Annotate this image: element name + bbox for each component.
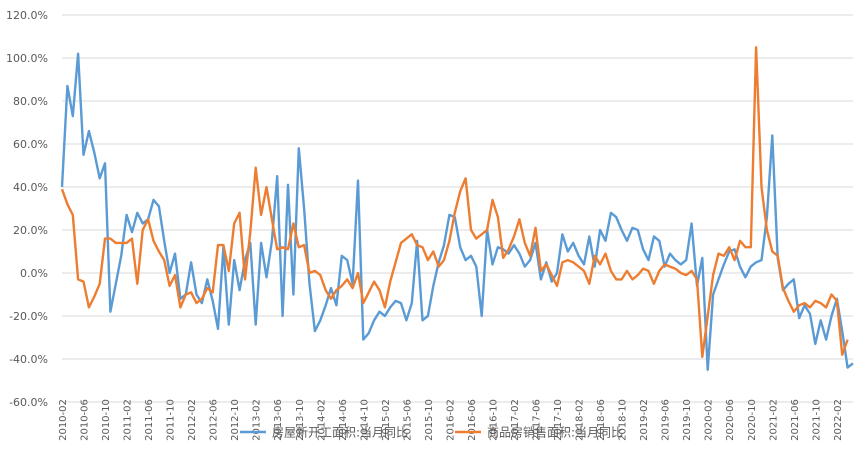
x-tick-label: 2013-06 xyxy=(273,399,284,441)
x-tick-label: 2011-10 xyxy=(166,399,177,441)
x-tick-label: 2018-10 xyxy=(618,399,629,441)
legend: 房屋新开工面积:当月同比 商品房销售面积:当月同比 xyxy=(240,425,623,440)
x-tick-label: 2021-06 xyxy=(790,399,801,441)
y-tick-label: 120.0% xyxy=(6,9,48,22)
x-tick-label: 2011-02 xyxy=(123,399,134,441)
x-tick-label: 2010-02 xyxy=(58,399,69,441)
x-tick-label: 2016-02 xyxy=(445,399,456,441)
x-tick-label: 2011-06 xyxy=(144,399,155,441)
x-tick-label: 2017-10 xyxy=(553,399,564,441)
x-tick-label: 2016-06 xyxy=(467,399,478,441)
x-tick-label: 2019-10 xyxy=(682,399,693,441)
x-tick-label: 2014-06 xyxy=(338,399,349,441)
x-tick-label: 2020-06 xyxy=(725,399,736,441)
x-tick-label: 2013-10 xyxy=(295,399,306,441)
x-tick-label: 2010-06 xyxy=(80,399,91,441)
y-tick-label: -40.0% xyxy=(9,353,48,366)
x-tick-label: 2014-10 xyxy=(359,399,370,441)
x-tick-label: 2015-06 xyxy=(402,399,413,441)
x-tick-label: 2018-06 xyxy=(596,399,607,441)
x-tick-label: 2018-02 xyxy=(575,399,586,441)
gridlines xyxy=(62,14,853,403)
x-tick-label: 2017-06 xyxy=(532,399,543,441)
x-tick-label: 2015-10 xyxy=(424,399,435,441)
x-tick-label: 2020-02 xyxy=(704,399,715,441)
legend-label-1: 商品房销售面积:当月同比 xyxy=(487,425,623,440)
x-tick-label: 2010-10 xyxy=(101,399,112,441)
x-tick-label: 2013-02 xyxy=(252,399,263,441)
x-tick-label: 2019-02 xyxy=(639,399,650,441)
x-tick-label: 2012-10 xyxy=(230,399,241,441)
y-tick-label: 80.0% xyxy=(13,95,48,108)
x-axis-tick-labels: 2010-02 2010-06 2010-10 2011-02 2011-06 2011-… xyxy=(58,399,844,441)
y-tick-label: 100.0% xyxy=(6,52,48,65)
x-tick-label: 2015-02 xyxy=(381,399,392,441)
x-tick-label: 2020-10 xyxy=(747,399,758,441)
x-tick-label: 2016-10 xyxy=(488,399,499,441)
x-tick-label: 2021-10 xyxy=(811,399,822,441)
series-lines xyxy=(60,46,854,371)
x-tick-label: 2012-06 xyxy=(209,399,220,441)
y-tick-label: -60.0% xyxy=(9,396,48,409)
x-tick-label: 2012-02 xyxy=(187,399,198,441)
x-tick-label: 2021-02 xyxy=(768,399,779,441)
y-tick-label: 20.0% xyxy=(13,224,48,237)
y-axis-tick-labels: -60.0% -40.0% -20.0% 0.0% 20.0% 40.0% 60.0% 80.… xyxy=(6,9,48,409)
y-tick-label: 0.0% xyxy=(20,267,48,280)
x-tick-label: 2017-02 xyxy=(510,399,521,441)
x-tick-label: 2019-06 xyxy=(661,399,672,441)
series-line-1 xyxy=(60,46,849,359)
y-tick-label: -20.0% xyxy=(9,310,48,323)
y-tick-label: 60.0% xyxy=(13,138,48,151)
x-tick-label: 2014-02 xyxy=(316,399,327,441)
legend-label-0: 房屋新开工面积:当月同比 xyxy=(272,425,408,440)
x-tick-label: 2022-02 xyxy=(833,399,844,441)
y-tick-label: 40.0% xyxy=(13,181,48,194)
series-line-0 xyxy=(60,52,854,371)
